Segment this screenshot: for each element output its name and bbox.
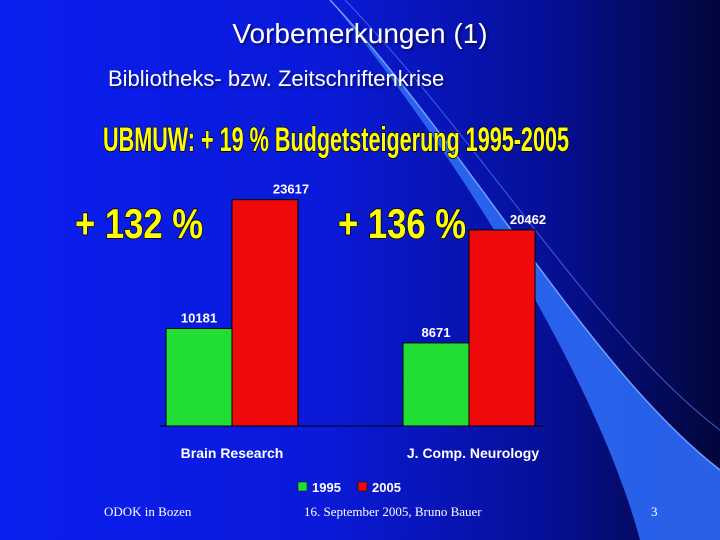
- labels-layer: 10181 23617 Brain Research 8671 20462 J. Comp…: [74, 182, 546, 461]
- data-label: 10181: [181, 310, 217, 325]
- slide-subtitle: Bibliotheks- bzw. Zeitschriftenkrise: [108, 66, 445, 91]
- footer-event: ODOK in Bozen: [104, 504, 192, 519]
- data-label: 8671: [422, 325, 451, 340]
- bar-j-comp-neurology-2005: [468, 229, 536, 427]
- percent-annotation: + 136 %: [338, 200, 466, 247]
- data-label: 20462: [510, 212, 546, 227]
- bar-brain-research-2005: [231, 199, 299, 427]
- legend-label: 2005: [372, 480, 401, 495]
- bar-j-comp-neurology-1995: [402, 342, 470, 427]
- data-label: 23617: [273, 182, 309, 197]
- chart-title: UBMUW: + 19 % Budgetsteigerung 1995-2005: [103, 121, 569, 159]
- legend-swatch-1995: [297, 481, 308, 492]
- page-number: 3: [651, 504, 658, 519]
- legend-label: 1995: [312, 480, 341, 495]
- chart-title-group: UBMUW: + 19 % Budgetsteigerung 1995-2005: [102, 120, 570, 160]
- legend: 1995 2005: [297, 480, 401, 495]
- slide-title: Vorbemerkungen (1): [232, 18, 488, 49]
- footer-date-author: 16. September 2005, Bruno Bauer: [304, 504, 482, 519]
- bars-layer: [160, 199, 545, 427]
- percent-annotation: + 132 %: [75, 200, 203, 247]
- category-label: Brain Research: [181, 445, 284, 461]
- bar-brain-research-1995: [165, 327, 233, 427]
- category-label: J. Comp. Neurology: [407, 445, 539, 461]
- legend-swatch-2005: [357, 481, 368, 492]
